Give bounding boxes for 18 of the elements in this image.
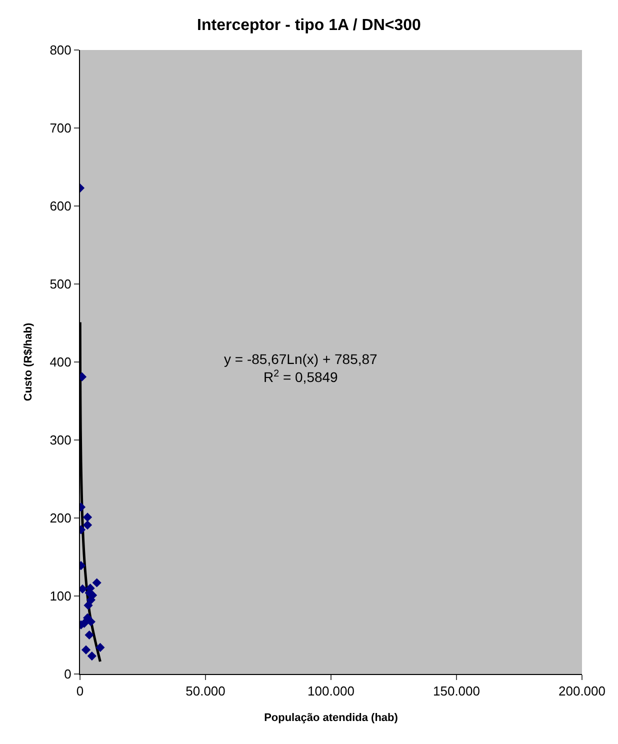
y-tick-label: 700 — [50, 120, 72, 136]
y-tick-label: 800 — [50, 42, 72, 58]
y-tick-label: 600 — [50, 198, 72, 214]
annotation: y = -85,67Ln(x) + 785,87 R$^{2}$ = 0,5849 — [224, 351, 378, 386]
x-tick-label: 100.000 — [308, 684, 354, 699]
y-tick-label: 300 — [50, 432, 72, 448]
y-tick-label: 100 — [50, 588, 72, 604]
x-tick-label: 0 — [76, 684, 84, 699]
x-tick-label: 150.000 — [433, 684, 480, 699]
y-tick-label: 500 — [50, 276, 72, 292]
chart-title: Interceptor - tipo 1A / DN<300 — [197, 16, 422, 34]
x-tick-label: 200.000 — [558, 684, 606, 699]
x-tick-label: 50.000 — [186, 684, 226, 699]
y-tick-label: 0 — [64, 666, 72, 682]
x-axis-title: População atendida (hab) — [264, 712, 398, 724]
y-axis-title: Custo (R$/hab) — [22, 322, 34, 402]
y-tick-label: 200 — [50, 510, 72, 526]
y-tick-label: 400 — [50, 354, 72, 370]
